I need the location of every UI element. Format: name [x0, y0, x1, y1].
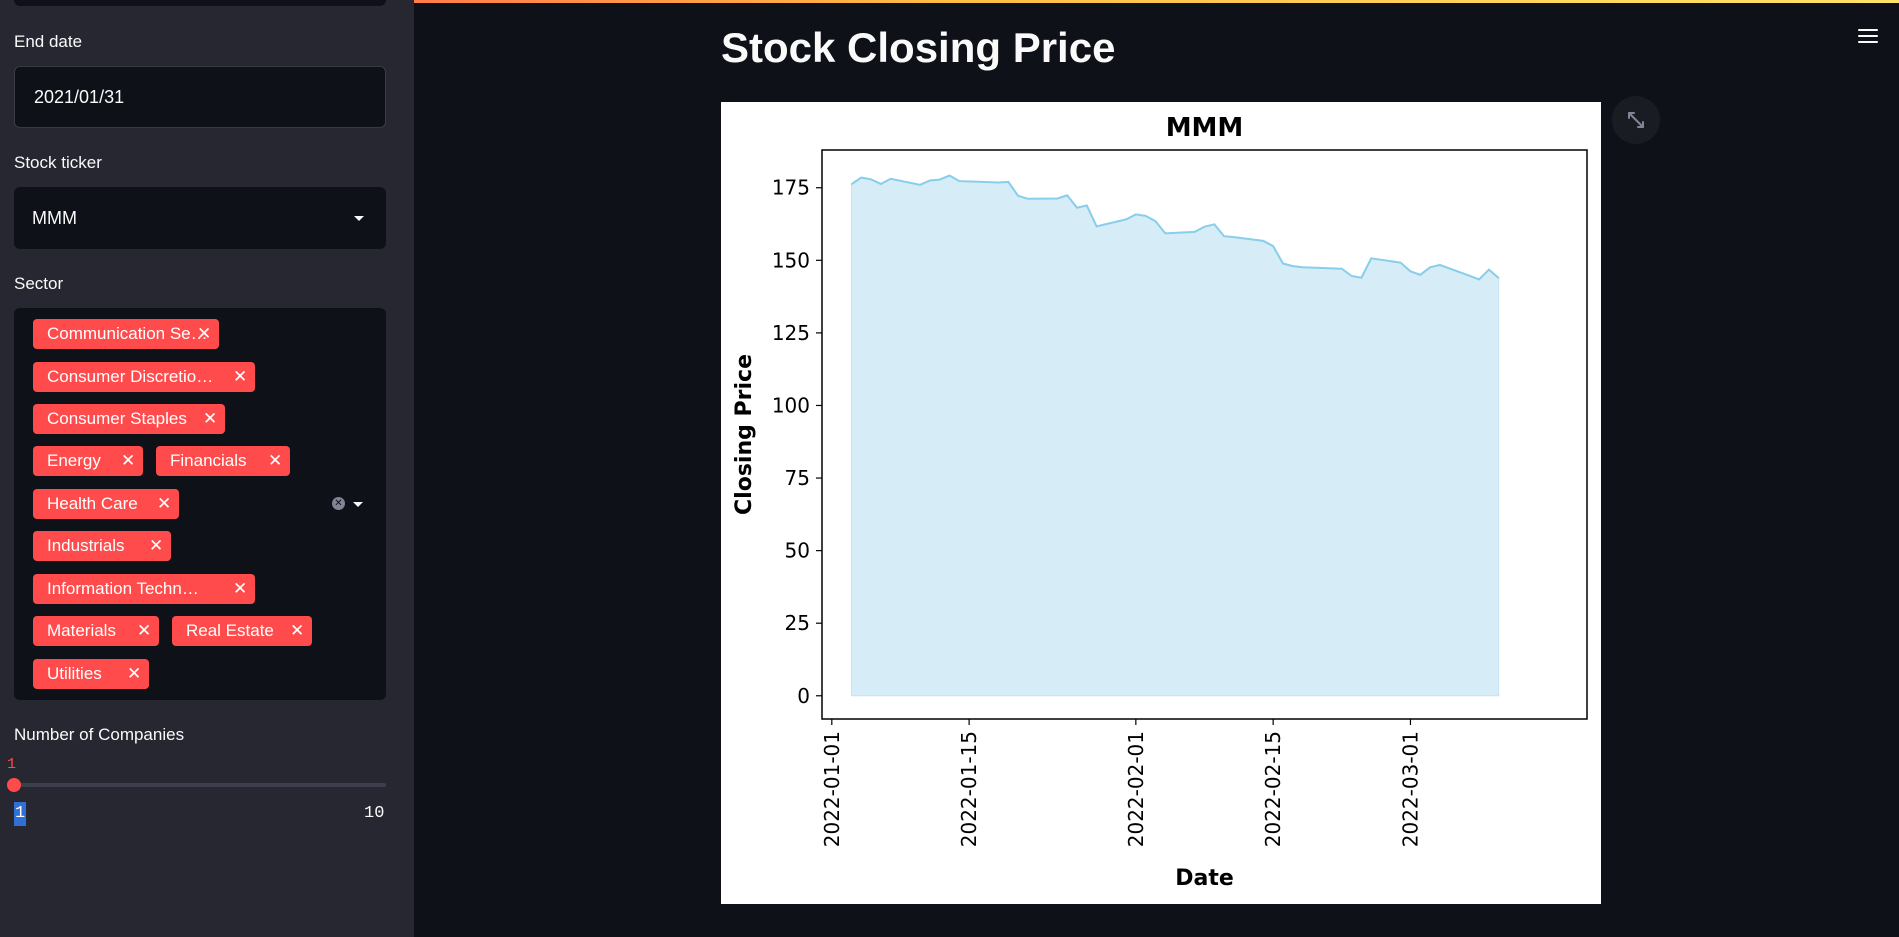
slider-current-value: 1 — [7, 756, 17, 773]
sector-tag: Consumer Discretio… ✕ — [33, 362, 255, 392]
slider-min-label: 1 — [14, 802, 27, 826]
sector-tag-label: Consumer Staples — [47, 409, 187, 428]
slider-track[interactable] — [14, 783, 386, 787]
sector-tag-label: Information Techn… — [47, 579, 199, 598]
chart-title: MMM — [1166, 113, 1244, 143]
x-tick-label: 2022-02-15 — [1261, 731, 1285, 847]
sector-tag: Utilities ✕ — [33, 659, 149, 689]
sidebar: End date 2021/01/31 Stock ticker MMM Sec… — [0, 0, 414, 937]
y-tick-label: 125 — [772, 321, 810, 345]
sector-tag-label: Energy — [47, 451, 101, 470]
sector-tag-label: Real Estate — [186, 621, 274, 640]
y-tick-label: 75 — [785, 466, 810, 490]
sector-tag: Health Care ✕ — [33, 489, 179, 519]
y-tick-label: 100 — [772, 393, 810, 417]
close-icon[interactable]: ✕ — [290, 621, 305, 640]
chevron-down-icon[interactable] — [354, 216, 364, 221]
sector-tag-label: Health Care — [47, 494, 138, 513]
slider-thumb[interactable] — [7, 778, 21, 792]
sector-tag-label: Industrials — [47, 536, 125, 555]
chevron-down-icon[interactable] — [353, 502, 363, 507]
sector-tag: Real Estate ✕ — [172, 616, 312, 646]
x-tick-label: 2022-01-15 — [957, 731, 981, 847]
plot-frame — [821, 149, 1588, 720]
expand-icon — [1628, 112, 1644, 128]
close-icon[interactable]: ✕ — [137, 621, 152, 640]
sector-tag: Information Techn… ✕ — [33, 574, 255, 604]
end-date-label: End date — [14, 32, 83, 51]
end-date-input[interactable]: 2021/01/31 — [14, 66, 386, 128]
sector-tag: Industrials ✕ — [33, 531, 171, 561]
close-icon[interactable]: ✕ — [121, 451, 136, 470]
close-icon[interactable]: ✕ — [203, 409, 218, 428]
hamburger-menu-icon[interactable] — [1858, 26, 1878, 46]
close-icon[interactable]: ✕ — [268, 451, 283, 470]
area-fill — [850, 174, 1500, 697]
num-companies-label: Number of Companies — [14, 725, 185, 744]
y-tick-label: 25 — [785, 611, 810, 635]
close-icon[interactable]: ✕ — [233, 579, 248, 598]
sector-tag-label: Materials — [47, 621, 116, 640]
sector-tag: Energy ✕ — [33, 446, 143, 476]
close-icon[interactable]: ✕ — [197, 324, 212, 343]
x-tick-label: 2022-01-01 — [820, 731, 844, 847]
stock-ticker-select[interactable]: MMM — [14, 187, 386, 249]
stock-ticker-value: MMM — [32, 208, 77, 228]
chart-svg: 0 25 50 75 100 125 150 175 2022-01-01 2022-01-15 2… — [732, 113, 1588, 891]
x-tick-label: 2022-03-01 — [1398, 731, 1422, 847]
sector-tag: Communication Se… ✕ — [33, 319, 219, 349]
x-axis-label: Date — [1175, 866, 1234, 891]
close-icon[interactable]: ✕ — [127, 664, 142, 683]
y-tick-label: 0 — [797, 684, 810, 708]
x-tick-label: 2022-02-01 — [1124, 731, 1148, 847]
sector-tag: Materials ✕ — [33, 616, 159, 646]
page-title: Stock Closing Price — [721, 24, 1116, 71]
close-icon[interactable]: ✕ — [233, 367, 248, 386]
close-icon[interactable]: ✕ — [149, 536, 164, 555]
sector-tag-label: Utilities — [47, 664, 102, 683]
sector-label: Sector — [14, 274, 64, 293]
y-axis-label: Closing Price — [732, 354, 757, 515]
close-icon[interactable]: ✕ — [157, 494, 172, 513]
sector-tag: Financials ✕ — [156, 446, 290, 476]
sector-tag-label: Consumer Discretio… — [47, 367, 214, 386]
sidebar-top-input-edge — [14, 0, 386, 6]
chart-image: 0 25 50 75 100 125 150 175 2022-01-01 2022-01-15 2… — [721, 102, 1601, 904]
stock-ticker-label: Stock ticker — [14, 153, 102, 172]
expand-chart-button[interactable] — [1612, 96, 1660, 144]
clear-all-icon[interactable]: ✕ — [332, 497, 345, 510]
sector-multiselect[interactable]: Communication Se… ✕ Consumer Discretio… … — [14, 308, 386, 700]
y-tick-label: 50 — [785, 539, 810, 563]
top-decoration-bar — [0, 0, 1899, 3]
y-tick-label: 150 — [772, 248, 810, 272]
sector-tag: Consumer Staples ✕ — [33, 404, 225, 434]
slider-max-label: 10 — [364, 804, 385, 823]
sector-tag-label: Communication Se… — [47, 324, 208, 343]
y-tick-label: 175 — [772, 176, 810, 200]
sector-tag-label: Financials — [170, 451, 247, 470]
